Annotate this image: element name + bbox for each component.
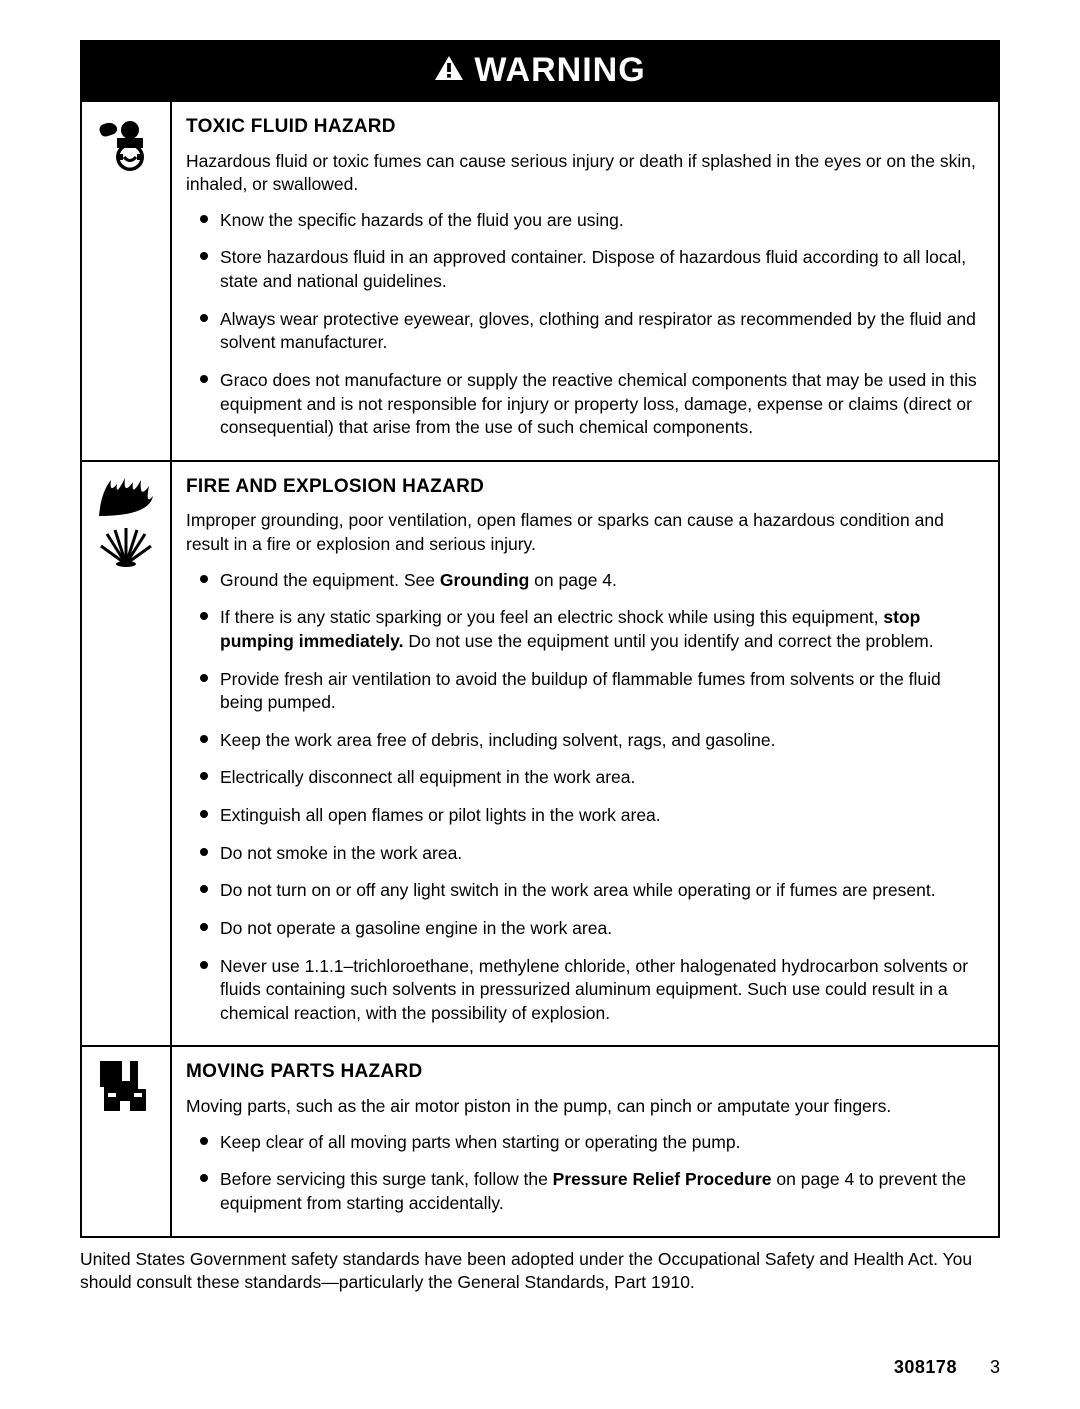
bullet-item: Always wear protective eyewear, gloves, … — [204, 308, 980, 355]
fire-icon — [82, 462, 172, 1046]
page-footer: 308178 3 — [80, 1355, 1000, 1379]
bullet-item: If there is any static sparking or you f… — [204, 606, 980, 653]
page-number: 3 — [990, 1357, 1000, 1377]
hazard-title: TOXIC FLUID HAZARD — [186, 114, 980, 140]
bullet-list: Know the specific hazards of the fluid y… — [186, 209, 980, 440]
hazard-intro: Moving parts, such as the air motor pist… — [186, 1095, 980, 1119]
hazard-content: TOXIC FLUID HAZARD Hazardous fluid or tox… — [172, 102, 998, 460]
hazard-content: FIRE AND EXPLOSION HAZARD Improper ground… — [172, 462, 998, 1046]
warning-title: WARNING — [474, 48, 645, 94]
bullet-item: Know the specific hazards of the fluid y… — [204, 209, 980, 233]
hazard-intro: Improper grounding, poor ventilation, op… — [186, 509, 980, 556]
bullet-item: Keep clear of all moving parts when star… — [204, 1131, 980, 1155]
bullet-list: Ground the equipment. See Grounding on p… — [186, 569, 980, 1026]
bullet-item: Electrically disconnect all equipment in… — [204, 766, 980, 790]
hazard-section: TOXIC FLUID HAZARD Hazardous fluid or tox… — [82, 102, 998, 460]
bullet-item: Provide fresh air ventilation to avoid t… — [204, 668, 980, 715]
bullet-item: Do not turn on or off any light switch i… — [204, 879, 980, 903]
bullet-item: Before servicing this surge tank, follow… — [204, 1168, 980, 1215]
toxic-icon — [82, 102, 172, 460]
bullet-item: Do not operate a gasoline engine in the … — [204, 917, 980, 941]
bullet-item: Store hazardous fluid in an approved con… — [204, 246, 980, 293]
hazard-section: MOVING PARTS HAZARD Moving parts, such as… — [82, 1045, 998, 1235]
bullet-list: Keep clear of all moving parts when star… — [186, 1131, 980, 1216]
hazard-title: FIRE AND EXPLOSION HAZARD — [186, 474, 980, 500]
document-number: 308178 — [894, 1357, 957, 1377]
hazard-section: FIRE AND EXPLOSION HAZARD Improper ground… — [82, 460, 998, 1046]
bullet-item: Extinguish all open flames or pilot ligh… — [204, 804, 980, 828]
hazard-title: MOVING PARTS HAZARD — [186, 1059, 980, 1085]
warning-panel: WARNING TOXIC FLUID HAZARD Hazardous flui… — [80, 40, 1000, 1238]
bullet-item: Graco does not manufacture or supply the… — [204, 369, 980, 440]
bullet-item: Do not smoke in the work area. — [204, 842, 980, 866]
hazard-intro: Hazardous fluid or toxic fumes can cause… — [186, 150, 980, 197]
alert-icon — [434, 48, 464, 94]
moving-icon — [82, 1047, 172, 1235]
warning-header: WARNING — [82, 42, 998, 102]
bullet-item: Ground the equipment. See Grounding on p… — [204, 569, 980, 593]
hazard-content: MOVING PARTS HAZARD Moving parts, such as… — [172, 1047, 998, 1235]
bullet-item: Never use 1.1.1–trichloroethane, methyle… — [204, 955, 980, 1026]
footnote-text: United States Government safety standard… — [80, 1248, 1000, 1295]
bullet-item: Keep the work area free of debris, inclu… — [204, 729, 980, 753]
